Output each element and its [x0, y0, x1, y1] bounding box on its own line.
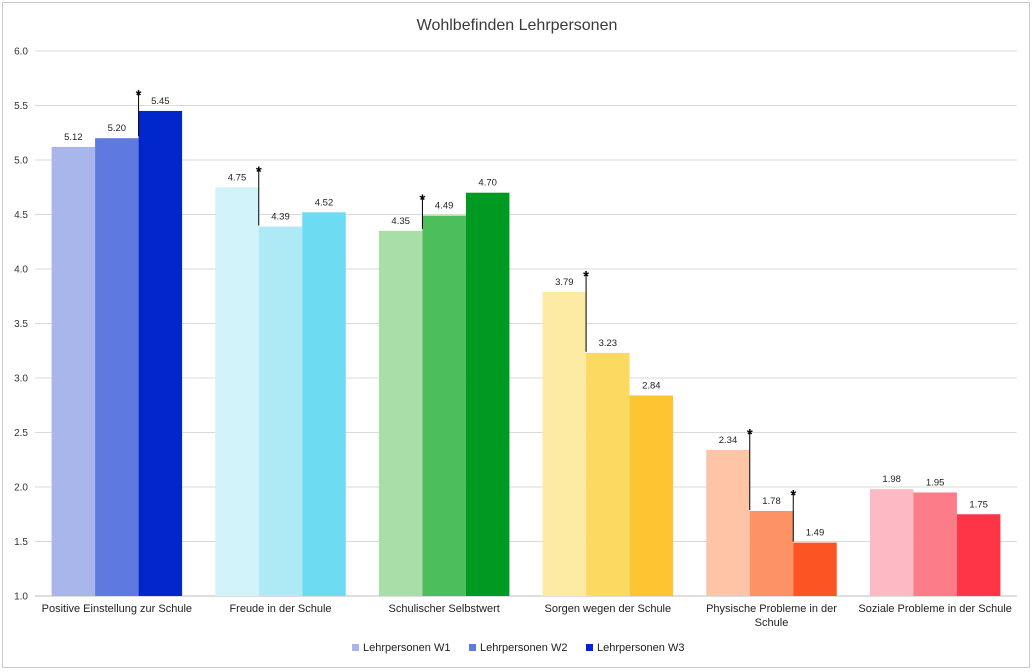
significance-star: *: [256, 163, 262, 180]
y-tick-label: 3.5: [14, 319, 28, 330]
y-tick-label: 4.0: [14, 265, 28, 276]
bar: [706, 449, 750, 596]
data-label: 1.78: [762, 496, 781, 507]
data-labels: 5.12 5.20 5.45 4.75 4.39 4.52 4.35 4.49 4.70 3.79…: [64, 96, 988, 539]
bar: [138, 110, 183, 596]
data-label: 4.49: [435, 201, 454, 212]
significance-star: *: [136, 87, 142, 104]
y-tick-label: 2.0: [14, 483, 28, 494]
category-label: Physische Probleme in der: [706, 603, 837, 615]
bar: [869, 489, 914, 596]
data-label: 4.39: [271, 211, 290, 222]
legend-swatch: [469, 644, 476, 651]
data-label: 3.79: [555, 277, 574, 288]
category-label: Schulischer Selbstwert: [389, 603, 500, 615]
bar: [378, 230, 423, 596]
y-axis: 1.0 1.5 2.0 2.5 3.0 3.5 4.0 4.5 5.0 5.5 6.0: [14, 47, 28, 603]
significance-markers: * * * * * *: [136, 87, 796, 542]
bar: [258, 226, 303, 597]
y-tick-label: 1.0: [14, 592, 28, 603]
data-label: 1.49: [806, 528, 825, 539]
bar: [913, 492, 957, 596]
x-axis: Positive Einstellung zur Schule Freude in…: [42, 603, 1012, 629]
category-label: Freude in der Schule: [229, 603, 331, 615]
significance-star: *: [790, 487, 796, 504]
category-label: Schule: [755, 617, 789, 629]
data-label: 4.35: [391, 216, 410, 227]
bar: [629, 395, 674, 596]
bar: [51, 146, 96, 597]
bar: [956, 514, 1001, 596]
category-label: Soziale Probleme in der Schule: [858, 603, 1011, 615]
bar: [465, 192, 510, 596]
data-label: 2.34: [719, 435, 738, 446]
legend-label: Lehrpersonen W3: [597, 642, 684, 654]
y-tick-label: 5.5: [14, 101, 28, 112]
bar: [302, 212, 346, 596]
data-label: 5.20: [108, 123, 127, 134]
y-tick-label: 3.0: [14, 374, 28, 385]
chart-title: Wohlbefinden Lehrpersonen: [417, 17, 618, 34]
data-label: 3.23: [599, 338, 618, 349]
data-label: 1.95: [926, 477, 945, 488]
bar: [542, 291, 587, 596]
bar: [586, 352, 630, 596]
legend-label: Lehrpersonen W2: [480, 642, 567, 654]
data-label: 5.45: [151, 96, 170, 107]
y-tick-label: 4.5: [14, 210, 28, 221]
y-tick-label: 6.0: [14, 47, 28, 58]
significance-star: *: [747, 426, 753, 443]
data-label: 1.98: [882, 474, 901, 485]
y-tick-label: 2.5: [14, 428, 28, 439]
legend: Lehrpersonen W1 Lehrpersonen W2 Lehrperson…: [352, 642, 684, 654]
data-label: 5.12: [64, 132, 83, 143]
legend-label: Lehrpersonen W1: [363, 642, 450, 654]
legend-swatch: [352, 644, 359, 651]
y-tick-label: 5.0: [14, 156, 28, 167]
data-label: 4.52: [315, 197, 334, 208]
bar: [215, 187, 259, 596]
significance-star: *: [419, 192, 425, 209]
legend-swatch: [586, 644, 593, 651]
category-label: Positive Einstellung zur Schule: [42, 603, 192, 615]
bar: [95, 138, 139, 596]
significance-star: *: [583, 268, 589, 285]
y-tick-label: 1.5: [14, 537, 28, 548]
bars: [51, 110, 1001, 597]
data-label: 2.84: [642, 380, 661, 391]
category-label: Sorgen wegen der Schule: [545, 603, 672, 615]
data-label: 4.75: [228, 172, 247, 183]
gridlines: [35, 50, 1017, 597]
data-label: 1.75: [969, 499, 988, 510]
bar: [749, 510, 794, 596]
bar: [422, 215, 466, 596]
bar: [793, 542, 837, 596]
data-label: 4.70: [478, 178, 497, 189]
